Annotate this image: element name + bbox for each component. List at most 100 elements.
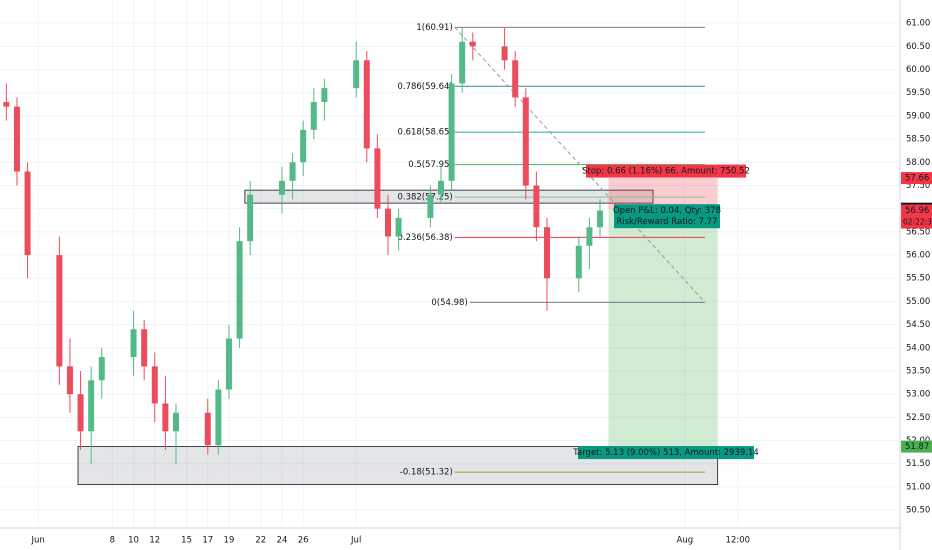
x-tick-label: Jul bbox=[350, 536, 361, 546]
candle-body bbox=[236, 241, 243, 339]
pnl-label: Open P&L: 0.04, Qty: 378 bbox=[613, 206, 721, 216]
x-tick-label: 12 bbox=[149, 536, 160, 546]
grid bbox=[0, 0, 900, 528]
candle-body bbox=[130, 329, 137, 358]
candle-body bbox=[384, 208, 391, 237]
y-tick-label: 54.50 bbox=[906, 320, 930, 330]
y-tick-label: 55.00 bbox=[906, 297, 930, 307]
candle-body bbox=[310, 102, 317, 130]
x-tick-label: 22 bbox=[255, 536, 266, 546]
candle-body bbox=[469, 41, 476, 47]
candle-body bbox=[300, 129, 307, 163]
y-tick-label: 58.00 bbox=[906, 158, 930, 168]
candle-body bbox=[586, 227, 593, 246]
fib-label: 0.382(57.25) bbox=[397, 193, 452, 203]
candle-body bbox=[289, 162, 296, 181]
candle-body bbox=[427, 194, 434, 218]
candle-body bbox=[88, 380, 95, 432]
candle-body bbox=[575, 245, 582, 279]
candle-body bbox=[172, 412, 179, 432]
fib-label: 0.786(59.64) bbox=[397, 82, 452, 92]
y-tick-label: 51.00 bbox=[906, 482, 930, 492]
candle-body bbox=[353, 60, 360, 89]
candle-body bbox=[162, 403, 169, 432]
fib-label: 0.236(56.38) bbox=[397, 233, 452, 243]
price-tag bbox=[901, 172, 932, 185]
candle-body bbox=[522, 97, 529, 186]
y-tick-label: 59.50 bbox=[906, 88, 930, 98]
y-tick-label: 51.50 bbox=[906, 459, 930, 469]
y-tick-label: 54.00 bbox=[906, 343, 930, 353]
stop-label: Stop: 0.66 (1.16%) 66, Amount: 750.52 bbox=[582, 167, 750, 177]
candle-body bbox=[437, 180, 444, 195]
candle-body bbox=[448, 83, 455, 181]
candle-body bbox=[204, 412, 211, 446]
y-tick-label: 52.50 bbox=[906, 413, 930, 423]
candle-body bbox=[374, 148, 381, 209]
target-label-bg bbox=[578, 446, 754, 460]
candle-body bbox=[459, 41, 466, 84]
target-label: Target: 5.13 (9.00%) 513, Amount: 2939.1… bbox=[572, 448, 759, 458]
fib-label: -0.18(51.32) bbox=[400, 468, 453, 478]
fib-label: 0.618(58.65) bbox=[397, 128, 452, 138]
candle-body bbox=[395, 217, 402, 237]
candle-body bbox=[141, 329, 148, 367]
x-tick-label: 12:00 bbox=[726, 536, 751, 546]
fib-label: 0(54.98) bbox=[431, 298, 467, 308]
price-tag bbox=[901, 440, 932, 453]
candle-body bbox=[66, 366, 73, 395]
price-tag-label: 56.96 bbox=[905, 206, 929, 216]
x-tick-label: Aug bbox=[677, 536, 694, 546]
candle-body bbox=[3, 102, 10, 107]
countdown-bg bbox=[901, 216, 932, 229]
y-tick-label: 61.00 bbox=[906, 19, 930, 29]
candle-body bbox=[98, 357, 105, 381]
candle-body bbox=[151, 366, 158, 404]
y-tick-label: 50.50 bbox=[906, 506, 930, 516]
y-tick-label: 56.50 bbox=[906, 227, 930, 237]
candle-body bbox=[512, 60, 519, 98]
target-area bbox=[608, 208, 718, 447]
x-tick-label: Jun bbox=[31, 536, 45, 546]
y-tick-label: 53.50 bbox=[906, 366, 930, 376]
candle-body bbox=[278, 180, 285, 195]
x-tick-label: 8 bbox=[110, 536, 115, 546]
x-tick-label: 26 bbox=[298, 536, 309, 546]
y-tick-label: 58.50 bbox=[906, 135, 930, 145]
y-tick-label: 53.00 bbox=[906, 390, 930, 400]
x-tick-label: 24 bbox=[277, 536, 288, 546]
y-tick-label: 60.00 bbox=[906, 65, 930, 75]
x-tick-label: 19 bbox=[224, 536, 235, 546]
price-tag-label: 57.66 bbox=[905, 174, 929, 184]
countdown: 02:22:36 bbox=[903, 218, 932, 227]
fib-label: 0.5(57.95) bbox=[408, 160, 452, 170]
stop-area bbox=[608, 178, 718, 209]
candle-body bbox=[215, 389, 222, 446]
rr-label-bg bbox=[614, 215, 720, 229]
y-tick-label: 55.50 bbox=[906, 274, 930, 284]
candle-body bbox=[321, 88, 328, 103]
x-tick-label: 10 bbox=[128, 536, 139, 546]
candle-body bbox=[77, 394, 84, 432]
y-tick-label: 60.50 bbox=[906, 42, 930, 52]
x-tick-label: 15 bbox=[181, 536, 192, 546]
rr-label: Risk/Reward Ratio: 7.77 bbox=[616, 217, 717, 227]
stop-label-bg bbox=[586, 164, 746, 178]
y-tick-label: 59.00 bbox=[906, 111, 930, 121]
candle-body bbox=[533, 185, 540, 228]
x-tick-label: 17 bbox=[202, 536, 213, 546]
candle-body bbox=[56, 255, 63, 367]
pnl-label-bg bbox=[614, 204, 720, 218]
y-tick-label: 57.50 bbox=[906, 181, 930, 191]
candle-body bbox=[501, 46, 508, 61]
candle-body bbox=[363, 60, 370, 149]
trend-line bbox=[454, 27, 706, 303]
fib-label: 1(60.91) bbox=[416, 23, 452, 33]
candle-body bbox=[13, 106, 20, 172]
candle-body bbox=[247, 194, 254, 242]
candle-body bbox=[543, 227, 550, 279]
candle-body bbox=[597, 210, 603, 228]
price-tag-label: 51.87 bbox=[905, 442, 929, 452]
